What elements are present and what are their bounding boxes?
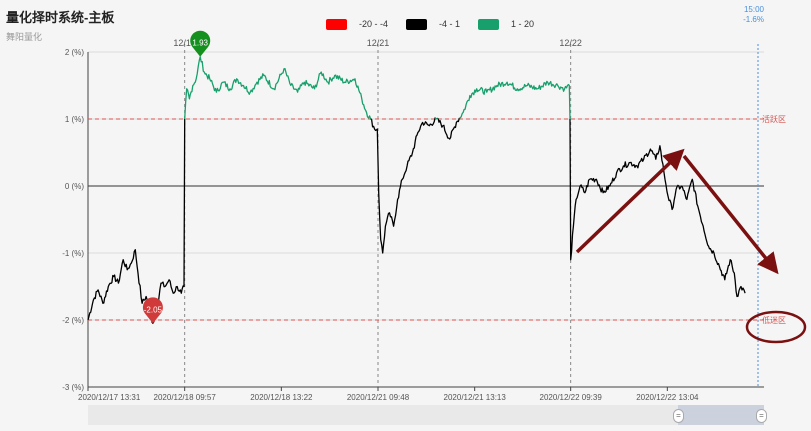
legend-item-low[interactable]: -20 - -4 [326,18,389,30]
legend-label-high: 1 - 20 [511,19,535,29]
x-tick-label: 2020/12/18 09:57 [154,393,217,402]
legend-item-high[interactable]: 1 - 20 [478,18,535,30]
y-tick-label: 2 (%) [65,48,84,57]
y-tick-label: 0 (%) [65,182,84,191]
series-line-segment [87,118,186,324]
legend-swatch-high [478,18,500,30]
min-marker-label: -2.05 [144,305,163,314]
day-label: 12/22 [559,38,582,48]
chart-subtitle: 舞阳量化 [6,32,43,42]
x-tick-label: 2020/12/22 13:04 [636,393,699,402]
zoom-handle-left[interactable]: = [673,409,684,423]
series-line-segment [437,117,460,140]
legend: -20 - -4 -4 - 1 1 - 20 [326,17,552,31]
x-tick-label: 2020/12/17 13:31 [78,393,141,402]
series-line-segment [459,80,571,120]
legend-item-mid[interactable]: -4 - 1 [406,18,461,30]
reference-line-label: 活跃区 [762,114,786,124]
series-line-segment [569,118,746,298]
y-tick-label: 1 (%) [65,115,84,124]
max-marker-label: 1.93 [192,39,208,48]
min-marker-pin [142,297,163,324]
day-label: 12/18 [173,38,196,48]
y-tick-label: -1 (%) [62,249,84,258]
reference-line-label: 低迷区 [762,315,786,325]
series-line-segment [434,117,439,120]
x-tick-label: 2020/12/21 09:48 [347,393,410,402]
chart-title: 量化择时系统-主板 [6,10,115,25]
y-tick-label: -2 (%) [62,316,84,325]
zoom-slider[interactable]: = = [88,405,767,425]
day-label: 12/21 [367,38,390,48]
zoom-handle-right[interactable]: = [756,409,767,423]
x-tick-label: 2020/12/21 13:13 [444,393,507,402]
end-marker-time: 15:00 [744,5,765,14]
max-marker-pin [190,30,211,57]
zoom-slider-selection[interactable] [678,405,764,425]
x-tick-label: 2020/12/18 13:22 [250,393,313,402]
legend-label-low: -20 - -4 [359,19,389,29]
y-tick-label: -3 (%) [62,383,84,392]
annotation-arrow-down [682,154,779,275]
annotation-circle [745,310,807,344]
legend-swatch-low [326,18,347,30]
legend-swatch-mid [406,18,428,30]
legend-label-mid: -4 - 1 [439,19,461,29]
x-tick-label: 2020/12/22 09:39 [540,393,603,402]
end-marker-value: -1.6% [743,15,764,24]
annotation-arrow-up [575,148,685,254]
series-line-segment [184,56,372,120]
series-line-segment [370,117,436,254]
